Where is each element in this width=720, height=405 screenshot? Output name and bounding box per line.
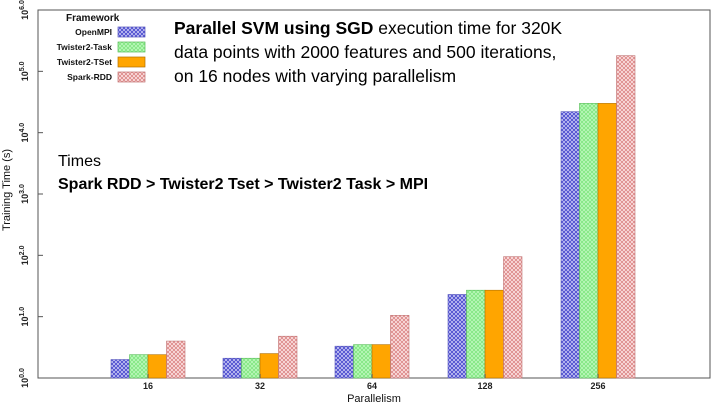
- bar-twister2-task-32: [241, 357, 261, 379]
- y-tick-label: 106.0: [19, 0, 30, 20]
- x-tick-label: 64: [367, 381, 377, 391]
- bar-twister2-tset-32: [259, 353, 279, 379]
- bar-openmpi-16: [110, 359, 130, 379]
- legend-swatch-twister2-tset: [117, 56, 146, 68]
- legend-swatch-spark-rdd: [117, 71, 146, 83]
- bars-layer: [110, 55, 636, 379]
- bar-twister2-task-64: [353, 344, 373, 379]
- bar-openmpi-64: [334, 345, 354, 379]
- x-axis-ticks: 16 32 64 128 256: [143, 374, 606, 391]
- legend-label-twister2-tset: Twister2-TSet: [57, 57, 112, 67]
- annotation: Times Spark RDD > Twister2 Tset > Twiste…: [58, 150, 428, 196]
- bar-twister2-tset-256: [597, 103, 617, 379]
- bar-twister2-task-256: [579, 103, 599, 379]
- bar-openmpi-32: [222, 357, 242, 379]
- bar-spark-rdd-128: [503, 256, 523, 379]
- y-tick-label-group: 102.0: [19, 245, 30, 265]
- bar-twister2-task-16: [129, 354, 149, 379]
- y-tick-label: 101.0: [19, 307, 30, 327]
- legend-swatch-twister2-task: [117, 41, 146, 53]
- bar-twister2-tset-64: [371, 344, 391, 379]
- y-tick-label-group: 101.0: [19, 307, 30, 327]
- legend: Framework OpenMPI Twister2-Task Twister2-T…: [57, 13, 146, 83]
- y-axis-ticks: 100.0 101.0 102.0 103.0 104.0 105.0 106.0: [19, 0, 43, 388]
- y-tick-label: 105.0: [19, 61, 30, 81]
- bar-twister2-tset-16: [147, 354, 167, 379]
- bar-twister2-tset-128: [484, 289, 504, 379]
- x-tick-label: 16: [143, 381, 153, 391]
- bar-openmpi-128: [447, 294, 467, 379]
- bar-spark-rdd-16: [166, 340, 186, 379]
- bar-twister2-task-128: [466, 289, 486, 379]
- x-tick-label: 128: [477, 381, 492, 391]
- legend-swatch-openmpi: [117, 26, 146, 38]
- chart-title: Parallel SVM using SGD execution time fo…: [174, 16, 564, 88]
- x-tick-label: 256: [590, 381, 605, 391]
- annotation-line-1: Times: [58, 153, 101, 170]
- bar-spark-rdd-256: [616, 55, 636, 379]
- y-tick-label-group: 104.0: [19, 123, 30, 143]
- x-axis-title: Parallelism: [347, 393, 401, 405]
- y-axis-title: Training Time (s): [1, 149, 13, 231]
- legend-label-twister2-task: Twister2-Task: [57, 42, 113, 52]
- bar-spark-rdd-32: [278, 335, 298, 379]
- legend-label-spark-rdd: Spark-RDD: [67, 72, 112, 82]
- annotation-line-2: Spark RDD > Twister2 Tset > Twister2 Tas…: [58, 176, 429, 193]
- chart-title-bold: Parallel SVM using SGD: [174, 18, 374, 38]
- y-tick-label-group: 105.0: [19, 61, 30, 81]
- bar-spark-rdd-64: [390, 315, 410, 379]
- y-tick-label: 102.0: [19, 245, 30, 265]
- y-tick-label: 100.0: [19, 368, 30, 388]
- bar-openmpi-256: [560, 111, 580, 379]
- y-tick-label-group: 106.0: [19, 0, 30, 20]
- x-tick-label: 32: [255, 381, 265, 391]
- y-tick-label: 103.0: [19, 184, 30, 204]
- y-tick-label-group: 103.0: [19, 184, 30, 204]
- chart-title-rest: execution time for 320K data points with…: [174, 18, 563, 86]
- legend-title: Framework: [66, 13, 120, 24]
- y-tick-label: 104.0: [19, 123, 30, 143]
- legend-label-openmpi: OpenMPI: [75, 27, 112, 37]
- y-tick-label-group: 100.0: [19, 368, 30, 388]
